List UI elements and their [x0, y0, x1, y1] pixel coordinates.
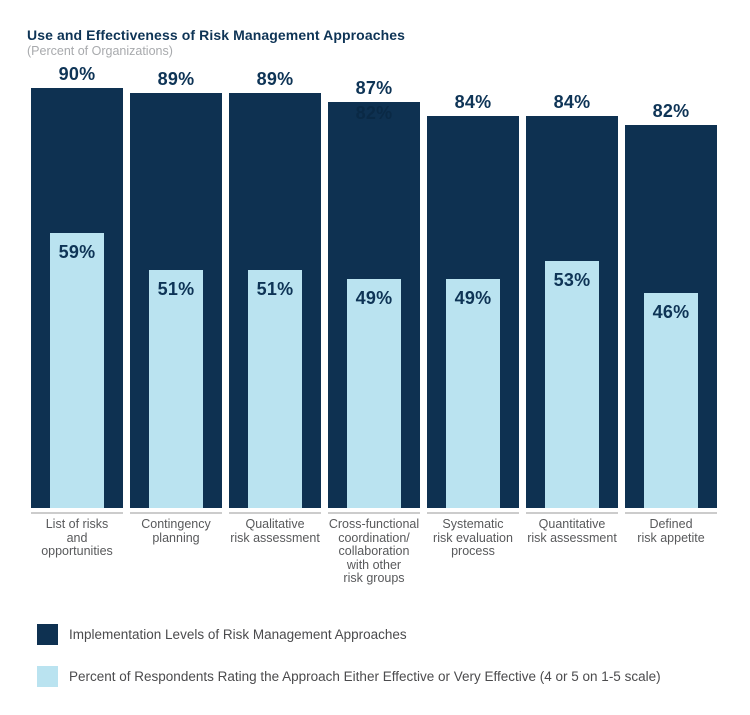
axis-baseline: [328, 512, 420, 514]
effectiveness-value-label: 53%: [553, 270, 591, 290]
bar-group: 84% 49% Systematic risk evaluation process: [427, 0, 519, 715]
category-label: Qualitative risk assessment: [230, 517, 320, 545]
axis-baseline: [229, 512, 321, 514]
legend-label: Implementation Levels of Risk Management…: [69, 627, 407, 642]
effectiveness-bar: 49%: [347, 279, 401, 508]
ghost-value-label: 82%: [355, 103, 393, 123]
bar-group: 84% 53% Quantitative risk assessment: [526, 0, 618, 715]
legend-swatch-lightblue: [37, 666, 58, 687]
effectiveness-bar: 59%: [50, 233, 104, 508]
category-label: Systematic risk evaluation process: [433, 517, 513, 558]
implementation-value-label: 89%: [157, 69, 195, 89]
category-label: Contingency planning: [141, 517, 211, 545]
effectiveness-value-label: 46%: [652, 302, 690, 322]
legend: Implementation Levels of Risk Management…: [37, 624, 661, 708]
axis-baseline: [526, 512, 618, 514]
axis-baseline: [31, 512, 123, 514]
effectiveness-value-label: 49%: [355, 288, 393, 308]
legend-label: Percent of Respondents Rating the Approa…: [69, 669, 661, 684]
effectiveness-value-label: 49%: [454, 288, 492, 308]
bar-group: 82% 46% Defined risk appetite: [625, 0, 717, 715]
legend-item-effectiveness: Percent of Respondents Rating the Approa…: [37, 666, 661, 687]
implementation-value-label: 82%: [652, 101, 690, 121]
axis-baseline: [427, 512, 519, 514]
bar-group: 90% 59% List of risks and opportunities: [31, 0, 123, 715]
effectiveness-value-label: 51%: [256, 279, 294, 299]
implementation-value-label: 89%: [256, 69, 294, 89]
axis-baseline: [625, 512, 717, 514]
bar-group: 89% 51% Qualitative risk assessment: [229, 0, 321, 715]
implementation-value-label: 84%: [553, 92, 591, 112]
legend-item-implementation: Implementation Levels of Risk Management…: [37, 624, 661, 645]
effectiveness-bar: 51%: [149, 270, 203, 508]
effectiveness-bar: 51%: [248, 270, 302, 508]
chart-subtitle: (Percent of Organizations): [27, 44, 173, 58]
implementation-value-label: 84%: [454, 92, 492, 112]
effectiveness-bar: 46%: [644, 293, 698, 508]
effectiveness-bar: 53%: [545, 261, 599, 508]
category-label: Cross-functional coordination/collaborati…: [328, 517, 420, 585]
implementation-value-label: 87%: [355, 78, 393, 98]
bar-group: 87% 82% 49% Cross-functional coordination/co…: [328, 0, 420, 715]
effectiveness-value-label: 59%: [58, 242, 96, 262]
effectiveness-bar: 49%: [446, 279, 500, 508]
chart-title: Use and Effectiveness of Risk Management…: [27, 27, 406, 43]
bar-group: 89% 51% Contingency planning: [130, 0, 222, 715]
category-label: Defined risk appetite: [637, 517, 705, 545]
effectiveness-value-label: 51%: [157, 279, 195, 299]
category-label: Quantitative risk assessment: [527, 517, 617, 545]
implementation-value-label: 90%: [58, 64, 96, 84]
legend-swatch-navy: [37, 624, 58, 645]
category-label: List of risks and opportunities: [41, 517, 113, 558]
axis-baseline: [130, 512, 222, 514]
